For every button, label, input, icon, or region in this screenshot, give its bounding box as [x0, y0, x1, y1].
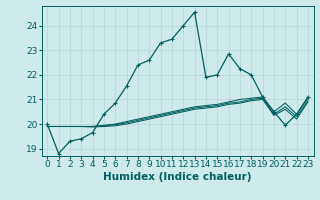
X-axis label: Humidex (Indice chaleur): Humidex (Indice chaleur): [103, 172, 252, 182]
